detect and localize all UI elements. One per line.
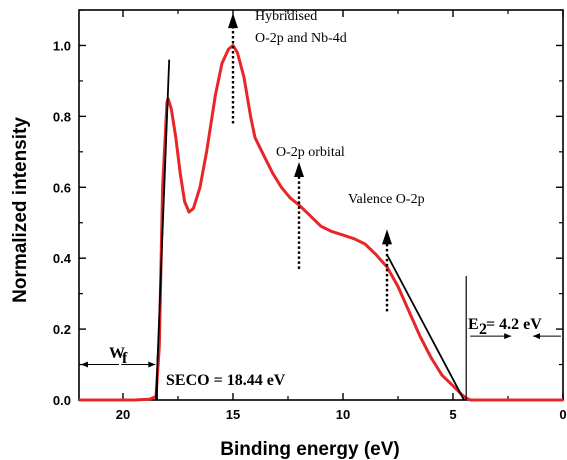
x-tick-label: 5 [449,407,456,422]
x-tick-label: 20 [116,407,130,422]
x-tick-label: 0 [559,407,566,422]
arrow-head [294,162,304,177]
wf-subscript: f [122,350,128,367]
y-tick-label: 0.0 [53,393,71,408]
y-tick-label: 0.6 [53,180,71,195]
e2-label: E [468,316,479,333]
y-tick-label: 1.0 [53,38,71,53]
series-layer [79,44,563,402]
seco-label: SECO = 18.44 eV [166,372,286,389]
plot-frame [78,9,564,401]
annotation-label: Hybridised [255,9,317,24]
y-tick-label: 0.4 [53,251,72,266]
spectrum-line [79,44,563,402]
linear-fit-line [386,254,465,401]
x-tick-label: 15 [226,407,240,422]
wf-right-arrowhead [148,361,156,368]
wf-label: W [109,345,125,362]
y-tick-label: 0.8 [53,109,71,124]
wf-left-arrowhead [81,361,88,368]
y-tick-label: 0.2 [53,322,71,337]
annotation-label: O-2p and Nb-4d [255,31,347,46]
x-tick-label: 10 [336,407,350,422]
e2-value: = 4.2 eV [486,316,542,333]
arrow-head [382,229,392,245]
annotations: Hybridised O-2p and Nb-4d O-2p orbital Vale… [81,9,561,400]
annotation-label: Valence O-2p [348,192,425,207]
e2-subscript: 2 [479,321,487,338]
arrow-head [228,13,238,29]
plot-border [78,9,564,401]
linear-fit-line [155,59,171,401]
axis-ticks [79,9,564,401]
annotation-label: O-2p orbital [276,145,345,160]
tick-labels: 20 15 10 5 0 0.0 0.2 0.4 0.6 0.8 1.0 [53,38,567,422]
e2-right-arrowhead [533,333,540,340]
y-axis-label: Normalized intensity [10,117,31,303]
x-axis-label: Binding energy (eV) [220,439,399,460]
e2-left-arrowhead [504,333,512,340]
fit-lines [155,59,465,401]
